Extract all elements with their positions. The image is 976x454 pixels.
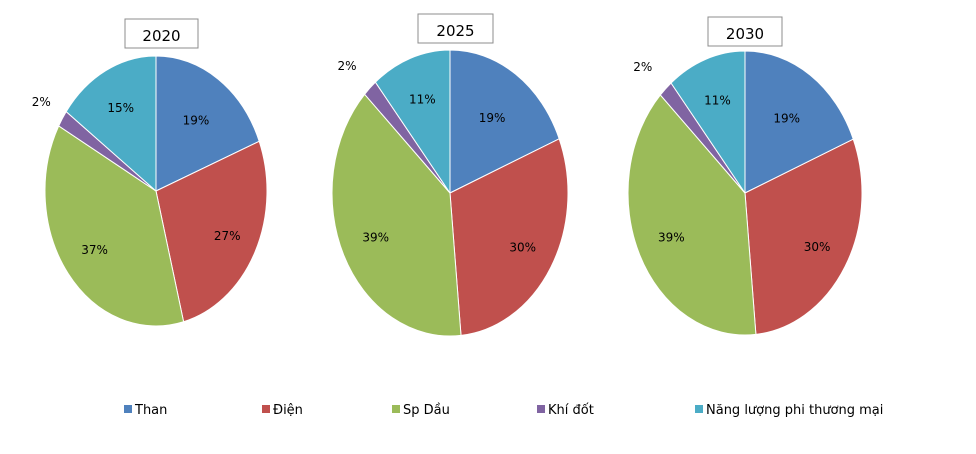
legend-item-Than: Than [124, 403, 167, 418]
pie-slice-Sp Dầu [331, 93, 462, 337]
data-label: 15% [107, 101, 134, 115]
pie-chart-2025: 2025 19% 30% 39% 2% 11% [331, 13, 569, 337]
legend-item-Điện: Điện [262, 403, 303, 418]
data-label: 19% [479, 111, 506, 125]
pie-slice-Điện [449, 138, 569, 336]
chart-title: 2020 [142, 27, 180, 45]
data-label: 27% [214, 229, 241, 243]
data-label: 19% [773, 112, 800, 126]
legend-swatch [124, 405, 132, 413]
chart-title-box [707, 16, 783, 47]
pie-slice-Điện [155, 140, 268, 323]
data-label: 30% [509, 240, 536, 254]
data-label: 2% [32, 95, 51, 109]
pie-slice-Than [155, 55, 260, 192]
legend-label: Than [134, 403, 167, 418]
chart-title-box [124, 18, 199, 49]
chart-title: 2030 [726, 25, 764, 43]
legend-label: Năng lượng phi thương mại [706, 403, 883, 418]
data-label: 30% [804, 240, 831, 254]
pie-slice-Năng lượng phi thương mại [670, 50, 746, 195]
pie-slice-Than [744, 50, 854, 194]
pie-slice-Năng lượng phi thương mại [65, 55, 157, 193]
data-label: 39% [362, 231, 389, 245]
pie-slice-Sp Dầu [627, 94, 757, 336]
legend-swatch [537, 405, 545, 413]
pie-slice-Than [449, 49, 560, 194]
data-label: 11% [704, 93, 731, 107]
data-label: 2% [633, 60, 652, 74]
legend-swatch [392, 405, 400, 413]
legend-swatch [695, 405, 703, 413]
legend-item-Sp Dầu: Sp Dầu [392, 403, 450, 418]
data-label: 19% [183, 114, 210, 128]
chart-title-box [417, 13, 494, 44]
pie-slice-Điện [744, 138, 863, 335]
legend-label: Điện [273, 403, 303, 418]
data-label: 11% [409, 93, 436, 107]
legend-item-Năng lượng phi thương mại: Năng lượng phi thương mại [695, 403, 883, 418]
data-label: 37% [81, 243, 108, 257]
legend-label: Sp Dầu [403, 403, 450, 418]
legend-label: Khí đốt [548, 403, 594, 418]
legend-swatch [262, 405, 270, 413]
data-label: 39% [658, 230, 685, 244]
legend-item-Khí đốt: Khí đốt [537, 403, 594, 418]
pie-slice-Năng lượng phi thương mại [374, 49, 451, 195]
chart-title: 2025 [436, 22, 474, 40]
pie-slice-Sp Dầu [44, 125, 185, 327]
data-label: 2% [337, 59, 356, 73]
pie-chart-2030: 2030 19% 30% 39% 2% 11% [627, 16, 863, 336]
legend: Than Điện Sp Dầu Khí đốt Năng lượng phi thươ… [124, 403, 883, 418]
pie-chart-2020: 2020 19% 27% 37% 2% 15% [32, 18, 268, 327]
